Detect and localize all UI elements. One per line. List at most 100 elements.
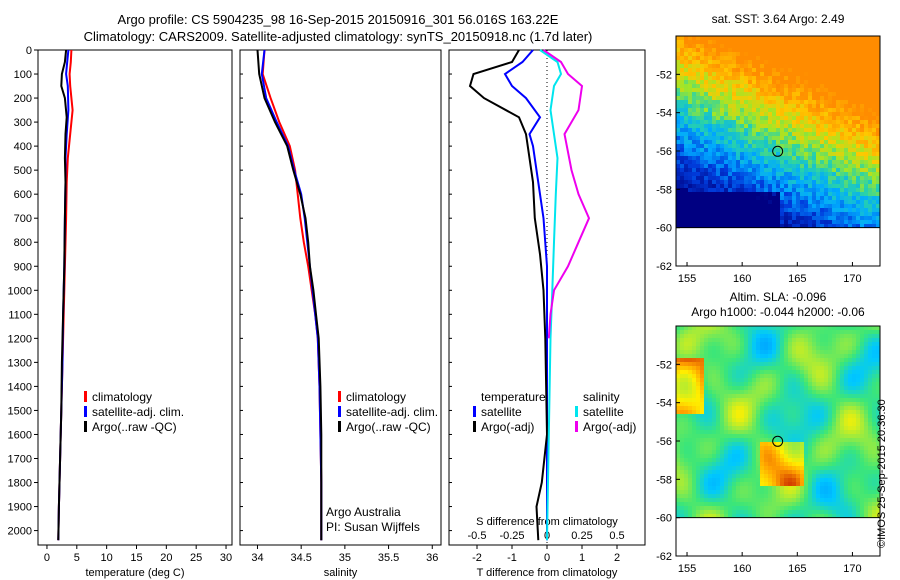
map-cell bbox=[868, 442, 872, 446]
map-cell bbox=[800, 478, 804, 482]
map-cell bbox=[836, 390, 840, 394]
map-cell bbox=[720, 498, 724, 502]
map-cell bbox=[868, 148, 872, 152]
map-cell bbox=[772, 454, 776, 458]
map-cell bbox=[748, 338, 752, 342]
map-cell bbox=[676, 172, 680, 176]
map-cell bbox=[832, 188, 836, 192]
map-cell bbox=[760, 188, 764, 192]
map-cell bbox=[768, 44, 772, 48]
map-cell bbox=[872, 370, 876, 374]
map-cell bbox=[840, 48, 844, 52]
map-cell bbox=[748, 156, 752, 160]
map-cell bbox=[708, 414, 712, 418]
map-cell bbox=[756, 112, 760, 116]
map-cell bbox=[792, 128, 796, 132]
map-cell bbox=[716, 44, 720, 48]
map-cell bbox=[792, 92, 796, 96]
map-cell bbox=[732, 176, 736, 180]
map-cell bbox=[832, 128, 836, 132]
map-cell bbox=[772, 358, 776, 362]
map-cell bbox=[772, 220, 776, 224]
map-cell bbox=[784, 60, 788, 64]
map-cell bbox=[716, 450, 720, 454]
map-cell bbox=[788, 350, 792, 354]
map-cell bbox=[844, 470, 848, 474]
map-cell bbox=[820, 76, 824, 80]
map-cell bbox=[832, 44, 836, 48]
map-cell bbox=[744, 482, 748, 486]
map-cell bbox=[864, 466, 868, 470]
map-cell bbox=[820, 382, 824, 386]
map-cell bbox=[748, 350, 752, 354]
map-cell bbox=[708, 418, 712, 422]
map-cell bbox=[692, 96, 696, 100]
map-cell bbox=[828, 442, 832, 446]
map-cell bbox=[800, 160, 804, 164]
map-cell bbox=[748, 224, 752, 228]
map-cell bbox=[760, 88, 764, 92]
map-cell bbox=[848, 44, 852, 48]
map-cell bbox=[720, 44, 724, 48]
map-cell bbox=[708, 426, 712, 430]
map-cell bbox=[780, 450, 784, 454]
map-cell bbox=[752, 172, 756, 176]
map-cell bbox=[852, 470, 856, 474]
map-cell bbox=[816, 430, 820, 434]
map-cell bbox=[732, 200, 736, 204]
map-cell bbox=[804, 466, 808, 470]
map-cell bbox=[844, 402, 848, 406]
map-cell bbox=[684, 502, 688, 506]
map-cell bbox=[756, 426, 760, 430]
map-cell bbox=[828, 454, 832, 458]
map-cell bbox=[716, 326, 720, 330]
map-cell bbox=[748, 402, 752, 406]
map-cell bbox=[784, 200, 788, 204]
map-cell bbox=[824, 394, 828, 398]
map-cell bbox=[824, 184, 828, 188]
map-cell bbox=[864, 378, 868, 382]
map-cell bbox=[756, 374, 760, 378]
map-cell bbox=[712, 56, 716, 60]
map-cell bbox=[716, 80, 720, 84]
map-cell bbox=[852, 382, 856, 386]
map-cell bbox=[848, 438, 852, 442]
map-cell bbox=[832, 180, 836, 184]
map-cell bbox=[820, 334, 824, 338]
map-cell bbox=[876, 366, 880, 370]
map-cell bbox=[780, 160, 784, 164]
map-cell bbox=[860, 160, 864, 164]
map-cell bbox=[788, 374, 792, 378]
map-cell bbox=[784, 342, 788, 346]
map-cell bbox=[680, 196, 684, 200]
map-cell bbox=[684, 36, 688, 40]
map-cell bbox=[848, 144, 852, 148]
map-cell bbox=[856, 430, 860, 434]
map-cell bbox=[744, 128, 748, 132]
map-cell bbox=[808, 84, 812, 88]
map-cell bbox=[876, 382, 880, 386]
map-cell bbox=[860, 410, 864, 414]
map-cell bbox=[736, 450, 740, 454]
map-cell bbox=[808, 406, 812, 410]
map-cell bbox=[844, 486, 848, 490]
map-cell bbox=[872, 326, 876, 330]
map-cell bbox=[676, 334, 680, 338]
map-cell bbox=[852, 474, 856, 478]
map-cell bbox=[844, 72, 848, 76]
map-cell bbox=[864, 422, 868, 426]
map-cell bbox=[840, 220, 844, 224]
map-cell bbox=[780, 462, 784, 466]
map-cell bbox=[692, 426, 696, 430]
map-cell bbox=[720, 362, 724, 366]
map-cell bbox=[824, 506, 828, 510]
map-cell bbox=[712, 116, 716, 120]
map-cell bbox=[816, 450, 820, 454]
map-cell bbox=[836, 346, 840, 350]
map-cell bbox=[820, 422, 824, 426]
map-cell bbox=[840, 108, 844, 112]
map-cell bbox=[776, 164, 780, 168]
map-cell bbox=[772, 192, 776, 196]
map-cell bbox=[756, 144, 760, 148]
map-cell bbox=[684, 184, 688, 188]
